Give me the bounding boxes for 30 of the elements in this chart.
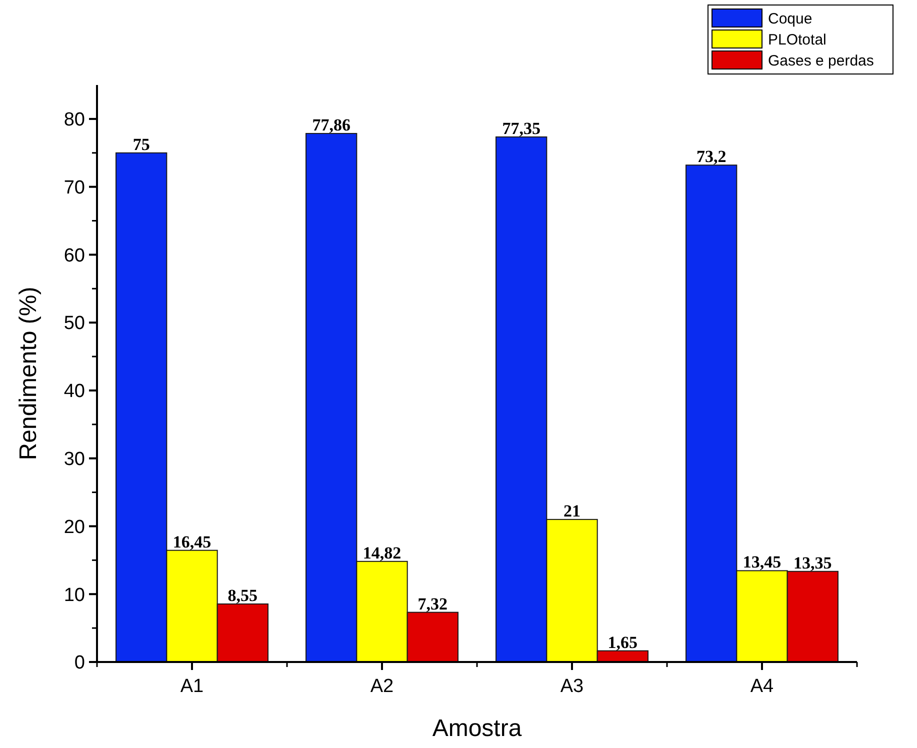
data-label: 73,2 [696, 147, 726, 166]
data-label: 14,82 [362, 543, 402, 562]
y-tick-label: 70 [64, 177, 85, 198]
y-tick-label: 20 [64, 516, 85, 538]
y-tick-label: 80 [64, 110, 85, 131]
data-label: 1,65 [608, 632, 638, 652]
legend-label: PLOtotal [768, 31, 826, 48]
data-label: 77,35 [502, 118, 540, 138]
data-label: 16,45 [172, 532, 212, 552]
data-label: 7,32 [418, 594, 448, 614]
y-tick-label: 30 [64, 449, 85, 470]
y-tick-label: 50 [64, 313, 85, 334]
data-label: 77,86 [312, 115, 350, 134]
data-label: 13,35 [794, 553, 832, 572]
y-tick-label: 60 [64, 245, 85, 266]
x-tick-label: A1 [180, 676, 204, 697]
y-tick-label: 40 [64, 381, 85, 402]
x-tick-label: A2 [370, 676, 394, 697]
x-tick-label: A4 [750, 676, 774, 697]
y-tick-label: 10 [64, 584, 85, 606]
data-label: 21 [564, 501, 580, 520]
x-tick-label: A3 [560, 676, 584, 697]
data-label: 13,45 [742, 552, 782, 572]
data-label: 8,55 [228, 586, 258, 605]
legend-label: Gases e perdas [768, 52, 874, 70]
data-label: 75 [132, 134, 150, 154]
y-tick-label: 0 [74, 652, 85, 674]
legend-label: Coque [768, 10, 812, 28]
y-axis-title: Rendimento (%) [15, 286, 42, 460]
x-axis-title: Amostra [432, 715, 522, 742]
